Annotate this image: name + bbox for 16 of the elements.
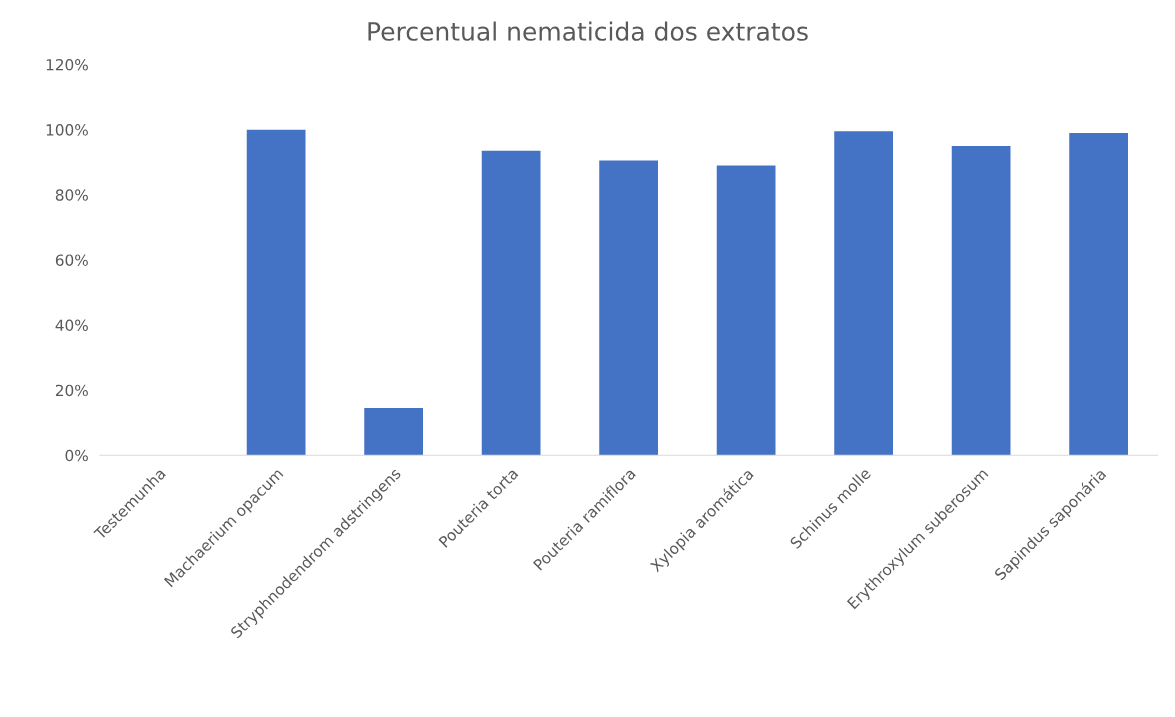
y-tick-label: 100% xyxy=(46,124,88,136)
bar xyxy=(951,145,1011,456)
bar xyxy=(716,165,776,456)
bar xyxy=(1069,132,1128,456)
bar xyxy=(364,408,423,456)
y-tick-label: 20% xyxy=(55,384,88,397)
y-tick-label: 80% xyxy=(55,189,88,201)
y-tick-label: 0% xyxy=(65,449,88,462)
bar xyxy=(246,129,306,456)
y-tick-label: 40% xyxy=(55,319,88,332)
y-tick-label: 60% xyxy=(55,254,88,266)
bar xyxy=(481,150,541,456)
chart-title: Percentual nematicida dos extratos xyxy=(368,21,808,41)
bar xyxy=(599,160,658,456)
bar xyxy=(834,131,893,456)
y-tick-label: 120% xyxy=(46,59,88,71)
